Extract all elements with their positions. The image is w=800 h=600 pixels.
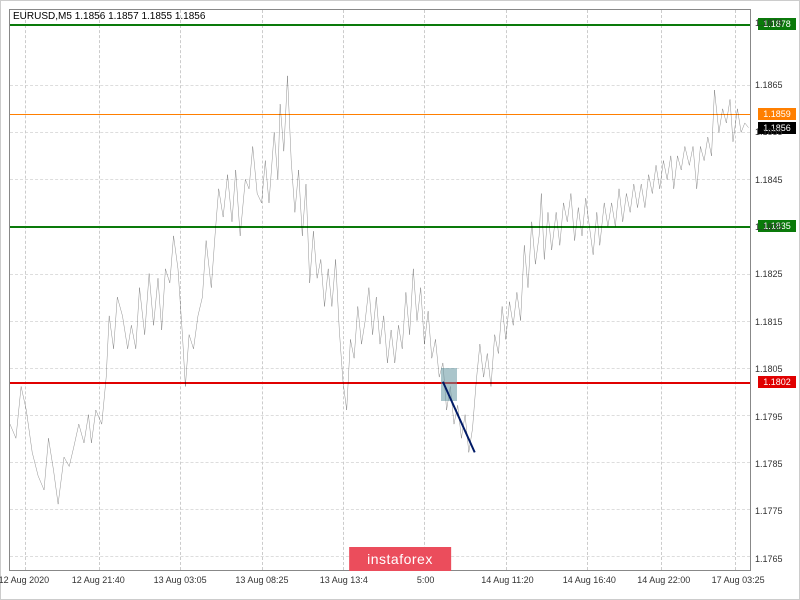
trend-line [10, 10, 750, 570]
x-axis: 12 Aug 202012 Aug 21:4013 Aug 03:0513 Au… [9, 571, 751, 599]
title-h: 1.1857 [108, 11, 139, 22]
y-axis: 1.1765 1.1775 1.1785 1.1795 1.1805 1.1815 1.18… [751, 9, 799, 571]
watermark: instaforex [349, 547, 451, 571]
y-tick-label: 1.1878 [755, 18, 783, 28]
x-tick-label: 13 Aug 03:05 [154, 575, 207, 585]
y-tick-label: 1.1795 [755, 412, 783, 422]
title-text: EURUSD [13, 11, 55, 22]
x-tick-label: 14 Aug 11:20 [481, 575, 533, 585]
x-tick-label: 14 Aug 22:00 [637, 575, 690, 585]
y-tick-label: 1.1835 [755, 222, 783, 232]
x-tick-label: 17 Aug 03:25 [712, 575, 765, 585]
x-tick-label: 5:00 [417, 575, 435, 585]
y-tick-label: 1.1855 [755, 127, 783, 137]
y-tick-label: 1.1785 [755, 459, 783, 469]
title-c: 1.1856 [175, 11, 206, 22]
title-l: 1.1855 [141, 11, 172, 22]
x-tick-label: 13 Aug 08:25 [235, 575, 288, 585]
chart-title: EURUSD,M5 1.1856 1.1857 1.1855 1.1856 [13, 11, 205, 22]
trend-segment [443, 382, 475, 453]
chart-container: EURUSD,M5 1.1856 1.1857 1.1855 1.1856 1.… [0, 0, 800, 600]
title-o: 1.1856 [75, 11, 106, 22]
y-tick-label: 1.1845 [755, 175, 783, 185]
y-tick-label: 1.1865 [755, 80, 783, 90]
x-tick-label: 12 Aug 21:40 [72, 575, 125, 585]
x-tick-label: 13 Aug 13:4 [320, 575, 368, 585]
y-tick-label: 1.1765 [755, 554, 783, 564]
y-tick-label: 1.1815 [755, 317, 783, 327]
title-tf: M5 [58, 11, 72, 22]
chart-plot-area[interactable]: 1.18781.18591.18351.1802 1.1856 [9, 9, 751, 571]
y-tick-label: 1.1805 [755, 364, 783, 374]
x-tick-label: 12 Aug 2020 [0, 575, 49, 585]
y-tick-label: 1.1825 [755, 269, 783, 279]
y-tick-label: 1.1775 [755, 506, 783, 516]
x-tick-label: 14 Aug 16:40 [563, 575, 616, 585]
